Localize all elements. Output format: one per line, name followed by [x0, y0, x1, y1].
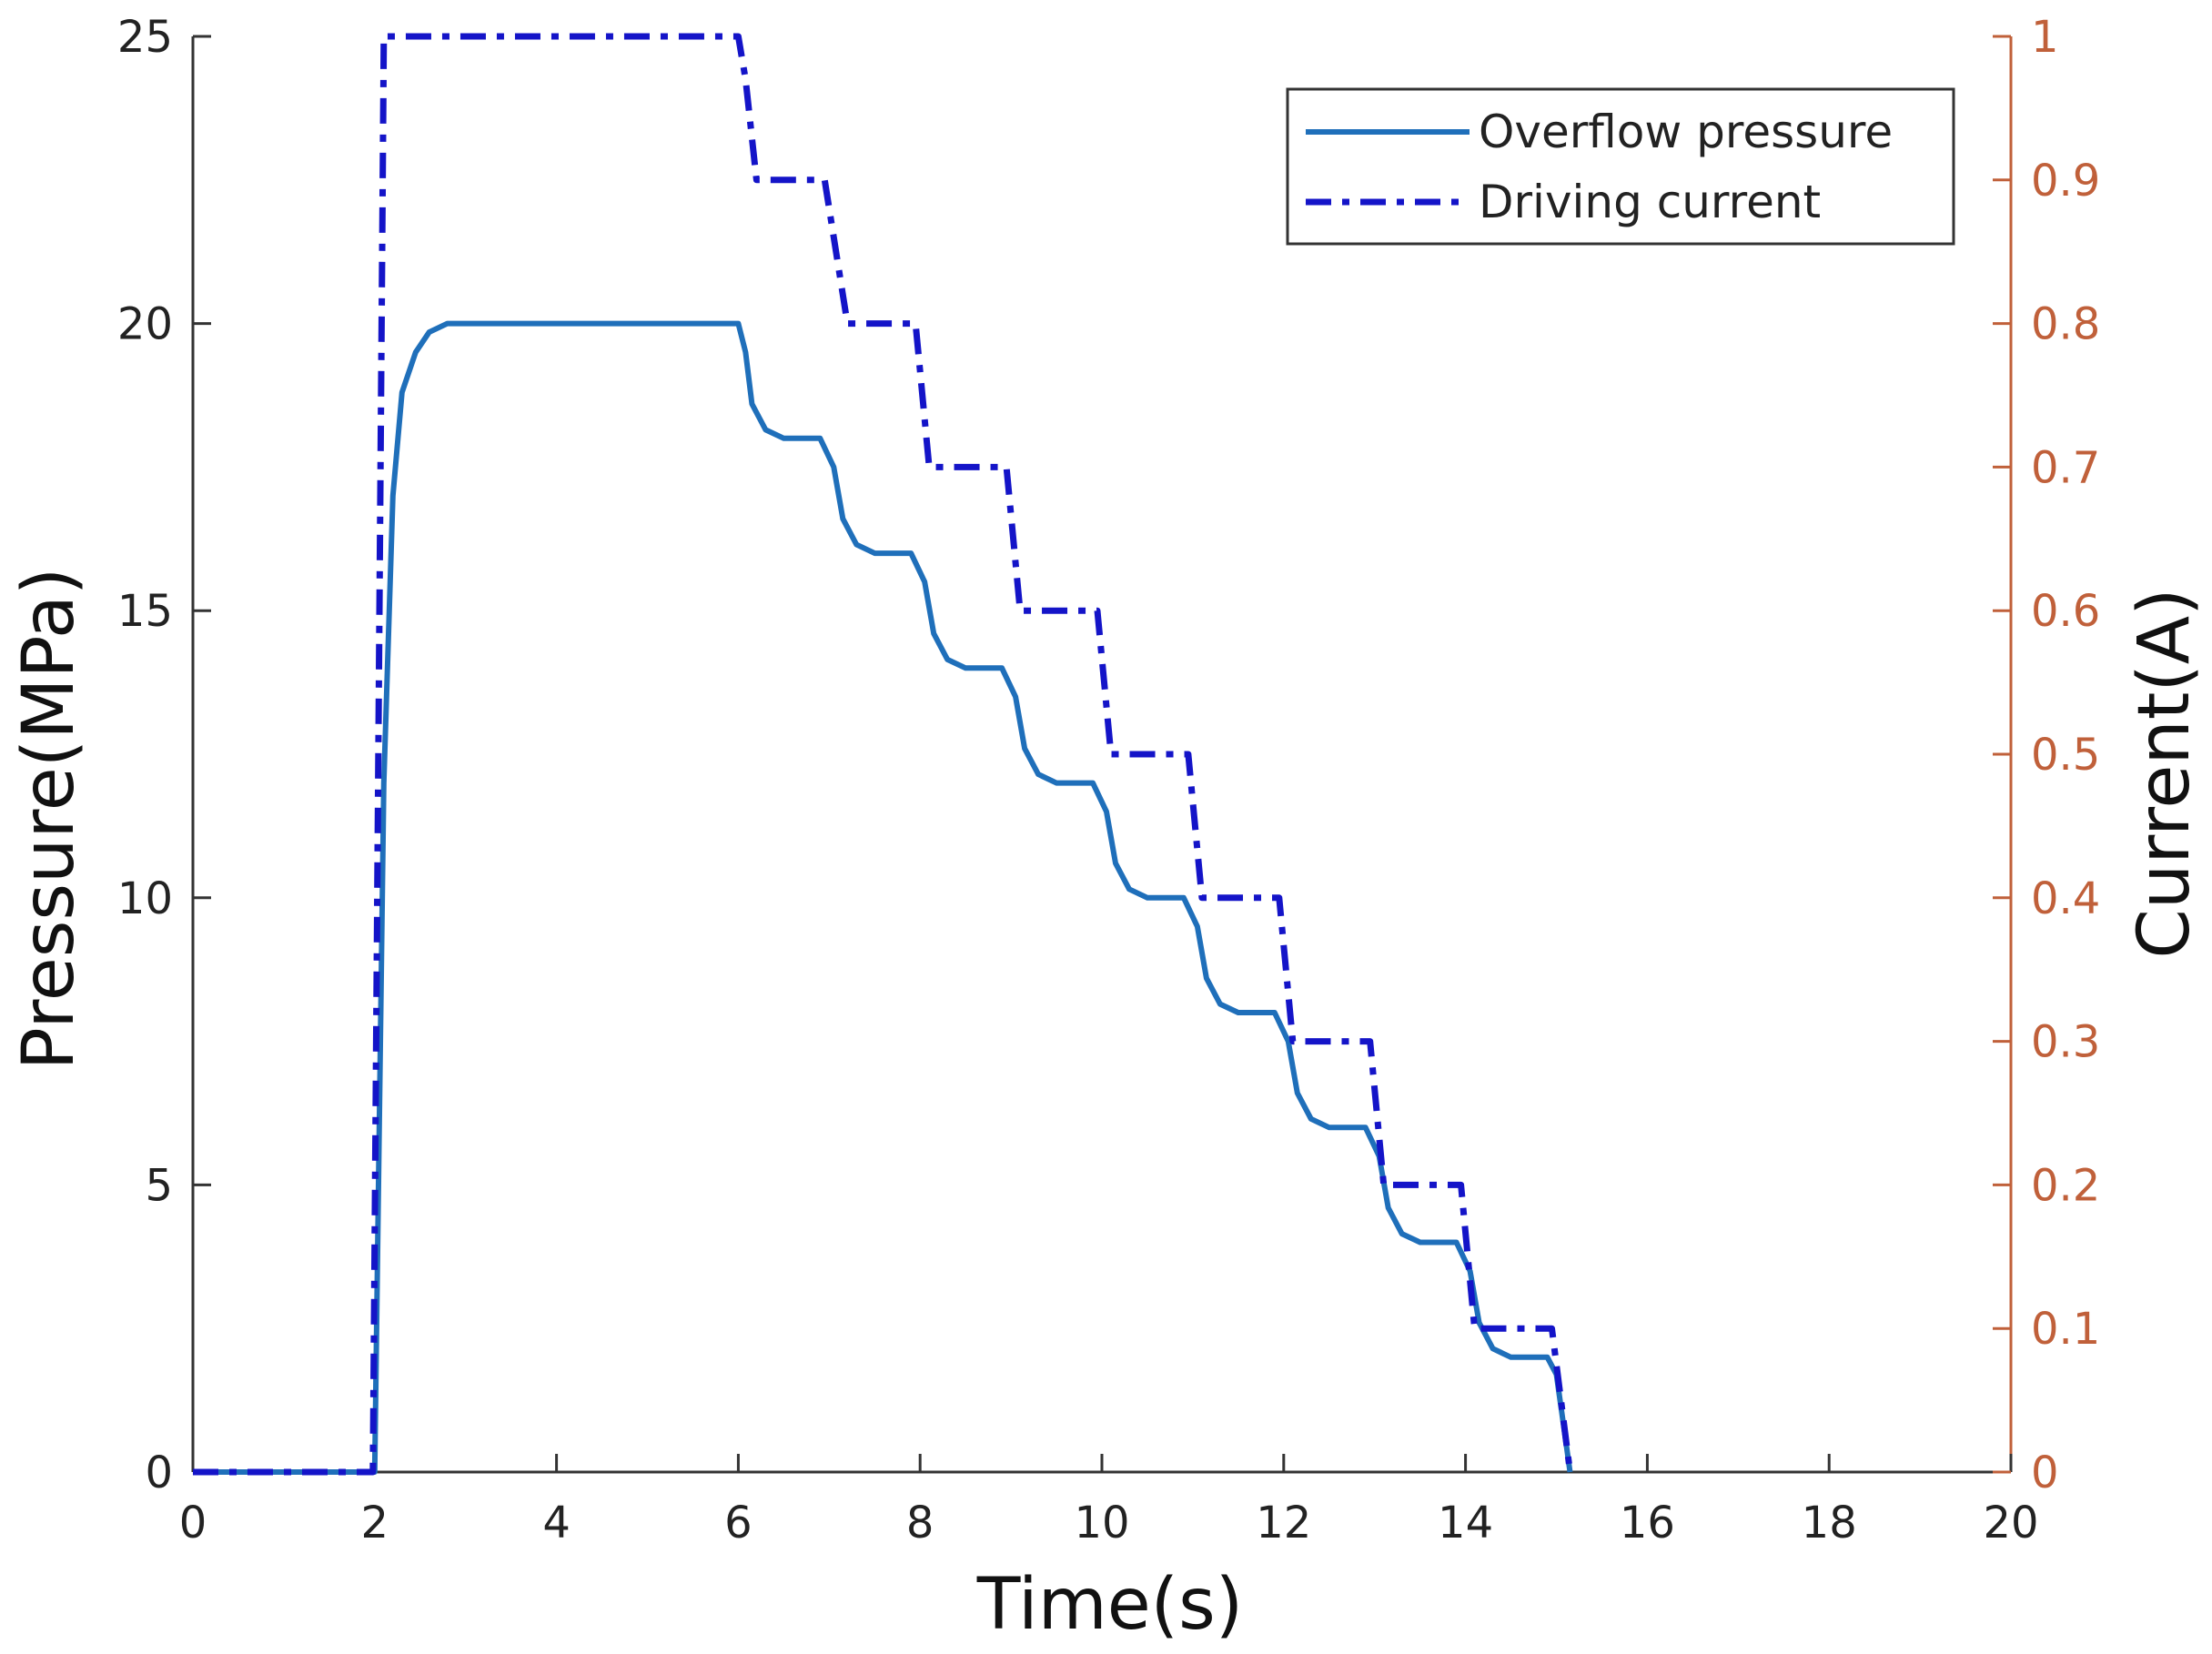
- y2-tick-label: 0.8: [2031, 299, 2100, 350]
- x-tick-label: 14: [1438, 1498, 1493, 1548]
- y2-tick-label: 0.9: [2031, 156, 2100, 207]
- y2-tick-label: 0.6: [2031, 586, 2100, 637]
- y2-tick-label: 0.7: [2031, 442, 2100, 493]
- y2-tick-label: 0.2: [2031, 1160, 2100, 1211]
- left-y-axis: 0 5 10 15 20 25: [117, 12, 211, 1498]
- series-layer: [193, 33, 1573, 1476]
- overflow-pressure-line: [193, 320, 1573, 1475]
- plot-frame: [191, 36, 2013, 1474]
- x-tick-label: 12: [1256, 1498, 1311, 1548]
- y2-tick-label: 0.4: [2031, 873, 2100, 924]
- x-tick-label: 6: [724, 1498, 752, 1548]
- x-axis-title: Time(s): [976, 1564, 1243, 1646]
- x-tick-label: 0: [179, 1498, 207, 1548]
- y-tick-label: 25: [117, 12, 173, 63]
- y-tick-label: 5: [145, 1160, 173, 1211]
- y-tick-label: 20: [117, 299, 173, 350]
- y2-tick-label: 0: [2031, 1447, 2059, 1498]
- legend-label-overflow-pressure: Overflow pressure: [1479, 106, 1893, 158]
- legend-box: [1286, 87, 1955, 246]
- x-tick-label: 2: [361, 1498, 389, 1548]
- x-tick-label: 10: [1074, 1498, 1129, 1548]
- left-y-axis-title: Pressure(MPa): [8, 568, 90, 1071]
- x-tick-label: 8: [906, 1498, 934, 1548]
- y2-tick-label: 1: [2031, 12, 2059, 63]
- legend-label-driving-current: Driving current: [1479, 176, 1821, 228]
- y2-tick-label: 0.5: [2031, 730, 2100, 781]
- x-axis: 0 2 4 6 8 10 12 14 16 18 20: [179, 1454, 2039, 1548]
- x-tick-label: 4: [542, 1498, 571, 1548]
- y-tick-label: 0: [145, 1447, 173, 1498]
- y2-tick-label: 0.1: [2031, 1304, 2100, 1355]
- x-tick-label: 20: [1983, 1498, 2038, 1548]
- y-tick-label: 10: [117, 873, 173, 924]
- y2-tick-label: 0.3: [2031, 1017, 2100, 1068]
- driving-current-line: [193, 33, 1573, 1476]
- x-tick-label: 18: [1802, 1498, 1857, 1548]
- right-y-axis: 0 0.1 0.2 0.3 0.4 0.5 0.6 0.7 0.8 0.9 1: [1993, 12, 2100, 1498]
- x-tick-label: 16: [1620, 1498, 1675, 1548]
- right-y-axis-title: Current(A): [2124, 588, 2206, 958]
- legend: Overflow pressure Driving current: [1286, 87, 1955, 246]
- y-tick-label: 15: [117, 586, 173, 637]
